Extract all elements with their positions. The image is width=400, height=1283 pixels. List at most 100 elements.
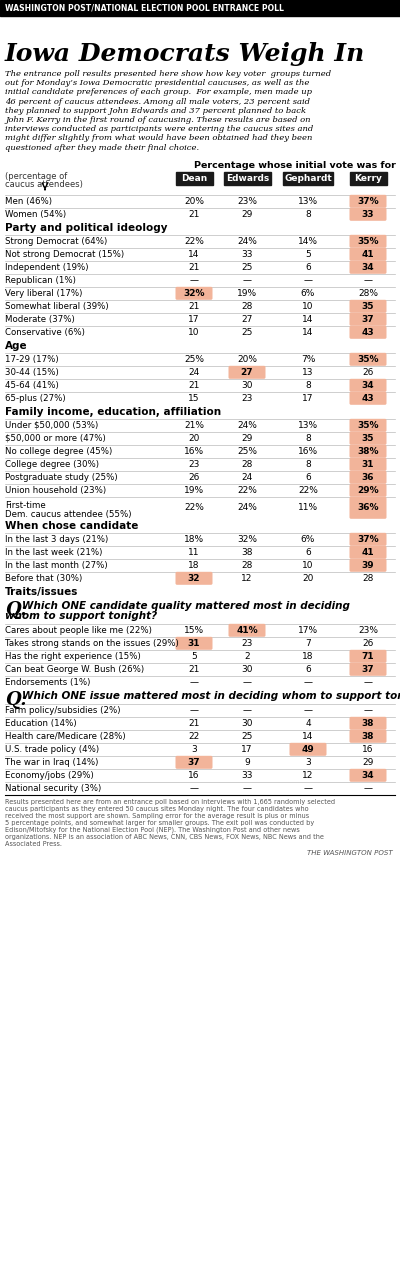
Text: 22%: 22%	[184, 503, 204, 512]
Bar	[176, 172, 213, 185]
FancyBboxPatch shape	[350, 313, 386, 326]
Text: 36: 36	[362, 473, 374, 482]
Text: 28: 28	[241, 459, 253, 468]
FancyBboxPatch shape	[350, 432, 386, 445]
Text: Men (46%): Men (46%)	[5, 196, 52, 205]
Text: 41: 41	[362, 250, 374, 259]
Text: Percentage whose initial vote was for . . .: Percentage whose initial vote was for . …	[194, 160, 400, 169]
Text: 13: 13	[302, 368, 314, 377]
Text: 29: 29	[362, 758, 374, 767]
Text: Somewhat liberal (39%): Somewhat liberal (39%)	[5, 302, 109, 310]
Text: Health care/Medicare (28%): Health care/Medicare (28%)	[5, 731, 126, 740]
Text: 25: 25	[241, 327, 253, 337]
Text: 35: 35	[362, 434, 374, 443]
Text: 28%: 28%	[358, 289, 378, 298]
FancyBboxPatch shape	[350, 769, 386, 781]
Text: 23: 23	[188, 459, 200, 468]
Text: 22%: 22%	[184, 237, 204, 246]
Text: 30-44 (15%): 30-44 (15%)	[5, 368, 59, 377]
Text: 37: 37	[362, 314, 374, 323]
Text: whom to support tonight?: whom to support tonight?	[5, 611, 157, 621]
Text: 32%: 32%	[183, 289, 205, 298]
Text: When chose candidate: When chose candidate	[5, 521, 138, 531]
Text: 46 percent of caucus attendees. Among all male voters, 23 percent said: 46 percent of caucus attendees. Among al…	[5, 98, 310, 105]
Text: 24%: 24%	[237, 237, 257, 246]
Text: 12: 12	[302, 771, 314, 780]
Bar	[224, 172, 271, 185]
Bar	[350, 172, 387, 185]
Text: 37%: 37%	[357, 196, 379, 205]
Text: —: —	[242, 784, 252, 793]
FancyBboxPatch shape	[350, 559, 386, 572]
Text: 28: 28	[241, 561, 253, 570]
Text: 13%: 13%	[298, 421, 318, 430]
Text: 19%: 19%	[184, 486, 204, 495]
Text: Women (54%): Women (54%)	[5, 210, 66, 219]
Text: 3: 3	[305, 758, 311, 767]
Text: 22: 22	[188, 731, 200, 740]
Text: 71: 71	[362, 652, 374, 661]
FancyBboxPatch shape	[350, 717, 386, 730]
Text: 32%: 32%	[237, 535, 257, 544]
Text: 43: 43	[362, 394, 374, 403]
Text: 19%: 19%	[237, 289, 257, 298]
Text: Results presented here are from an entrance poll based on interviews with 1,665 : Results presented here are from an entra…	[5, 799, 335, 804]
Text: THE WASHINGTON POST: THE WASHINGTON POST	[307, 849, 393, 856]
Text: 34: 34	[362, 771, 374, 780]
Text: Takes strong stands on the issues (29%): Takes strong stands on the issues (29%)	[5, 639, 179, 648]
Text: 25%: 25%	[237, 446, 257, 455]
Text: 22%: 22%	[298, 486, 318, 495]
Text: —: —	[304, 706, 312, 715]
Text: 18%: 18%	[184, 535, 204, 544]
Text: 6: 6	[305, 548, 311, 557]
Text: 43: 43	[362, 327, 374, 337]
Text: 31: 31	[362, 459, 374, 468]
Text: Edwards: Edwards	[226, 173, 269, 182]
Text: WASHINGTON POST/NATIONAL ELECTION POOL ENTRANCE POLL: WASHINGTON POST/NATIONAL ELECTION POOL E…	[5, 4, 284, 13]
Text: Which ONE candidate quality mattered most in deciding: Which ONE candidate quality mattered mos…	[22, 600, 350, 611]
Text: The entrance poll results presented here show how key voter  groups turned: The entrance poll results presented here…	[5, 71, 331, 78]
Text: initial candidate preferences of each group.  For example, men made up: initial candidate preferences of each gr…	[5, 89, 312, 96]
Text: 16%: 16%	[184, 446, 204, 455]
Text: 14: 14	[302, 314, 314, 323]
Text: 33: 33	[362, 210, 374, 219]
Text: they planned to support John Edwards and 37 percent planned to back: they planned to support John Edwards and…	[5, 106, 306, 114]
Text: 27: 27	[241, 368, 253, 377]
Text: 23: 23	[241, 394, 253, 403]
Text: In the last month (27%): In the last month (27%)	[5, 561, 108, 570]
Text: 21: 21	[188, 302, 200, 310]
Text: 35%: 35%	[357, 421, 379, 430]
Text: 34: 34	[362, 381, 374, 390]
Text: —: —	[190, 677, 198, 686]
Text: 24%: 24%	[237, 421, 257, 430]
Text: The war in Iraq (14%): The war in Iraq (14%)	[5, 758, 98, 767]
Text: 15%: 15%	[184, 626, 204, 635]
FancyBboxPatch shape	[350, 378, 386, 391]
Text: 24: 24	[188, 368, 200, 377]
Text: Moderate (37%): Moderate (37%)	[5, 314, 75, 323]
Text: 29%: 29%	[357, 486, 379, 495]
FancyBboxPatch shape	[350, 300, 386, 313]
Text: 12: 12	[241, 574, 253, 582]
FancyBboxPatch shape	[350, 545, 386, 559]
FancyBboxPatch shape	[350, 663, 386, 676]
Text: 35%: 35%	[357, 355, 379, 364]
Text: 37: 37	[188, 758, 200, 767]
Text: 14: 14	[302, 731, 314, 740]
Text: 20: 20	[188, 434, 200, 443]
FancyBboxPatch shape	[350, 195, 386, 208]
Text: —: —	[304, 276, 312, 285]
Text: 7: 7	[305, 639, 311, 648]
Text: 17: 17	[241, 745, 253, 754]
Text: 30: 30	[241, 718, 253, 727]
Text: 32: 32	[188, 574, 200, 582]
Text: interviews conducted as participants were entering the caucus sites and: interviews conducted as participants wer…	[5, 126, 313, 133]
Text: 29: 29	[241, 434, 253, 443]
FancyBboxPatch shape	[350, 497, 386, 518]
Text: 29: 29	[241, 210, 253, 219]
Text: 38: 38	[362, 718, 374, 727]
FancyBboxPatch shape	[350, 471, 386, 484]
Text: Age: Age	[5, 341, 28, 350]
Text: Postgraduate study (25%): Postgraduate study (25%)	[5, 473, 118, 482]
Text: —: —	[364, 706, 372, 715]
